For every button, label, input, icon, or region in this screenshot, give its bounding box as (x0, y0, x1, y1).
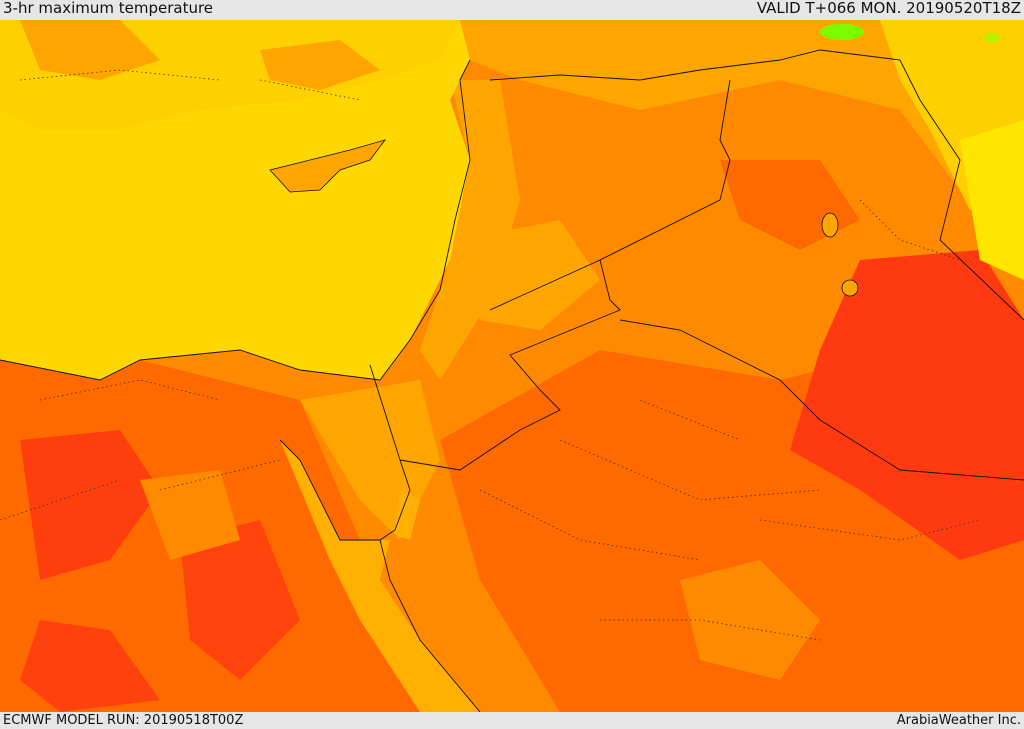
lake-razzaza (841, 279, 859, 297)
red-sea-coastline (279, 439, 481, 712)
province-boundaries (0, 69, 981, 641)
map-title: 3-hr maximum temperature (3, 0, 214, 17)
jordan-saudi-border (399, 259, 621, 471)
map-footer: ECMWF MODEL RUN: 20190518T00Z ArabiaWeat… (0, 712, 1024, 729)
iraq-saudi-border (619, 319, 1024, 481)
egypt-hot-spot-1 (20, 430, 160, 580)
lake-tharthar (821, 212, 839, 238)
cyprus-island (269, 139, 387, 193)
levant-coastline (0, 59, 471, 381)
arabia-south-patch (880, 600, 1024, 712)
gulf-of-aqaba (395, 490, 420, 540)
egypt-hot-spot-2 (180, 520, 300, 680)
red-sea (280, 440, 480, 712)
green-cool-spot (820, 24, 864, 40)
map-header: 3-hr maximum temperature VALID T+066 MON… (0, 0, 1024, 20)
valid-time: VALID T+066 MON. 20190520T18Z (756, 0, 1021, 17)
egypt-israel-border (369, 364, 411, 491)
turkey-border (489, 49, 1024, 321)
jordan-warm-patch (460, 220, 600, 330)
iraq-hottest-zone (790, 250, 1024, 560)
model-run: ECMWF MODEL RUN: 20190518T00Z (3, 713, 244, 728)
credit-label: ArabiaWeather Inc. (896, 713, 1021, 728)
arabia-warm-patch (680, 560, 820, 680)
egypt-hot-spot-3 (20, 620, 160, 712)
levant-warm-strip (420, 80, 520, 380)
anatolia-warm-patch (20, 20, 160, 80)
egypt-warm-patch (140, 470, 240, 560)
zagros-cool-strip (960, 120, 1024, 280)
green-cool-spot-2 (984, 33, 1000, 43)
temperature-map-svg (0, 20, 1024, 712)
temperature-map (0, 20, 1024, 712)
north-warm-zone (460, 20, 1024, 190)
anatolia-warm-patch-2 (260, 40, 380, 90)
